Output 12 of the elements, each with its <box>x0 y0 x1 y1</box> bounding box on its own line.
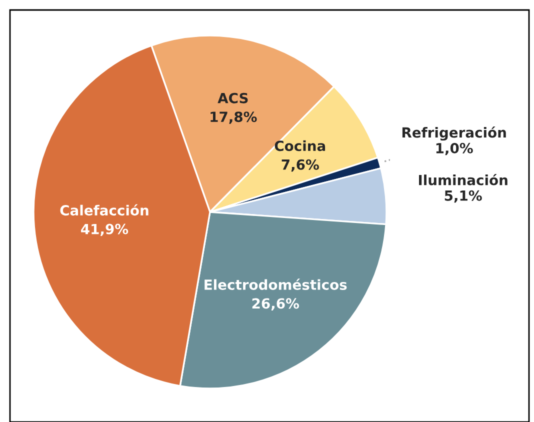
slice-label: Cocina <box>274 140 326 152</box>
slice-label: Calefacción <box>60 204 148 216</box>
slice-label: ACS <box>218 92 248 104</box>
data-label: 5,1% <box>444 190 482 203</box>
slice-label: Electrodomésticos <box>204 278 347 290</box>
slice-label: Iluminación <box>418 174 508 186</box>
data-label: 41,9% <box>81 224 128 236</box>
slice-label: Refrigeración <box>402 126 506 141</box>
data-label: 17,8% <box>210 112 257 124</box>
data-label: 7,6% <box>282 159 319 172</box>
data-label: 26,6% <box>252 298 300 310</box>
data-label: 1,0% <box>436 142 473 156</box>
